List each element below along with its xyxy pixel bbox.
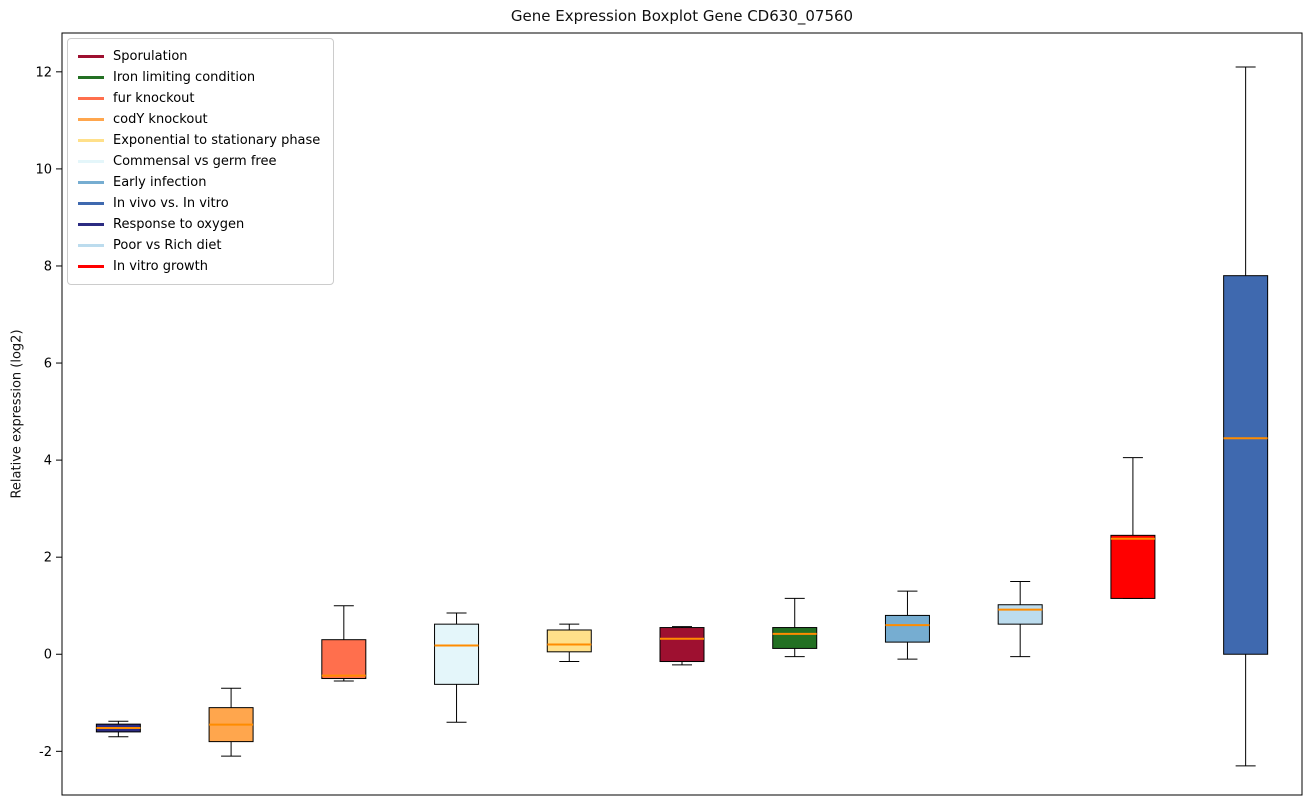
legend-swatch — [78, 97, 104, 100]
box-poor-vs-rich-diet — [997, 604, 1043, 625]
box-exponential-to-stationary-phase — [546, 629, 592, 653]
legend-label: Poor vs Rich diet — [113, 238, 222, 253]
legend-label: Commensal vs germ free — [113, 154, 277, 169]
legend-label: Exponential to stationary phase — [113, 133, 321, 148]
box-in-vitro-growth — [1110, 534, 1156, 599]
legend-swatch — [78, 76, 104, 79]
box-fur-knockout — [321, 639, 367, 680]
legend-swatch — [78, 160, 104, 163]
legend-item: Early infection — [78, 172, 320, 193]
legend-label: Iron limiting condition — [113, 70, 256, 85]
y-tick-label: 4 — [44, 454, 52, 469]
legend-label: In vitro growth — [113, 259, 208, 274]
y-tick-label: 8 — [44, 259, 52, 274]
legend-label: codY knockout — [113, 112, 208, 127]
legend-label: Early infection — [113, 175, 207, 190]
legend: Sporulation Iron limiting condition fur kn… — [67, 38, 335, 285]
legend-swatch — [78, 139, 104, 142]
legend-item: Sporulation — [78, 46, 320, 67]
y-tick-label: 0 — [44, 648, 52, 663]
y-tick-label: 2 — [44, 551, 52, 566]
legend-item: Poor vs Rich diet — [78, 235, 320, 256]
legend-item: In vivo vs. In vitro — [78, 193, 320, 214]
y-tick-label: 12 — [35, 65, 52, 80]
legend-swatch — [78, 265, 104, 268]
legend-swatch — [78, 244, 104, 247]
legend-swatch — [78, 118, 104, 121]
legend-swatch — [78, 202, 104, 205]
legend-label: Sporulation — [113, 49, 188, 64]
y-tick-label: 10 — [35, 162, 52, 177]
legend-label: In vivo vs. In vitro — [113, 196, 229, 211]
legend-item: Exponential to stationary phase — [78, 130, 320, 151]
box-commensal-vs-germ-free — [434, 623, 480, 685]
plot-frame — [61, 32, 1303, 796]
legend-item: Iron limiting condition — [78, 67, 320, 88]
y-tick-label: 6 — [44, 357, 52, 372]
legend-item: Response to oxygen — [78, 214, 320, 235]
box-iron-limiting-condition — [772, 627, 818, 649]
legend-swatch — [78, 55, 104, 58]
box-in-vivo-vs-in-vitro — [1223, 275, 1269, 655]
legend-swatch — [78, 223, 104, 226]
y-tick-label: -2 — [39, 745, 52, 760]
legend-item: fur knockout — [78, 88, 320, 109]
box-early-infection — [884, 614, 930, 643]
legend-label: Response to oxygen — [113, 217, 245, 232]
legend-label: fur knockout — [113, 91, 195, 106]
box-sporulation — [659, 627, 705, 663]
legend-swatch — [78, 181, 104, 184]
legend-item: codY knockout — [78, 109, 320, 130]
y-axis-label: Relative expression (log2) — [9, 329, 25, 499]
legend-item: In vitro growth — [78, 256, 320, 277]
chart-title: Gene Expression Boxplot Gene CD630_07560 — [510, 7, 854, 25]
legend-item: Commensal vs germ free — [78, 151, 320, 172]
